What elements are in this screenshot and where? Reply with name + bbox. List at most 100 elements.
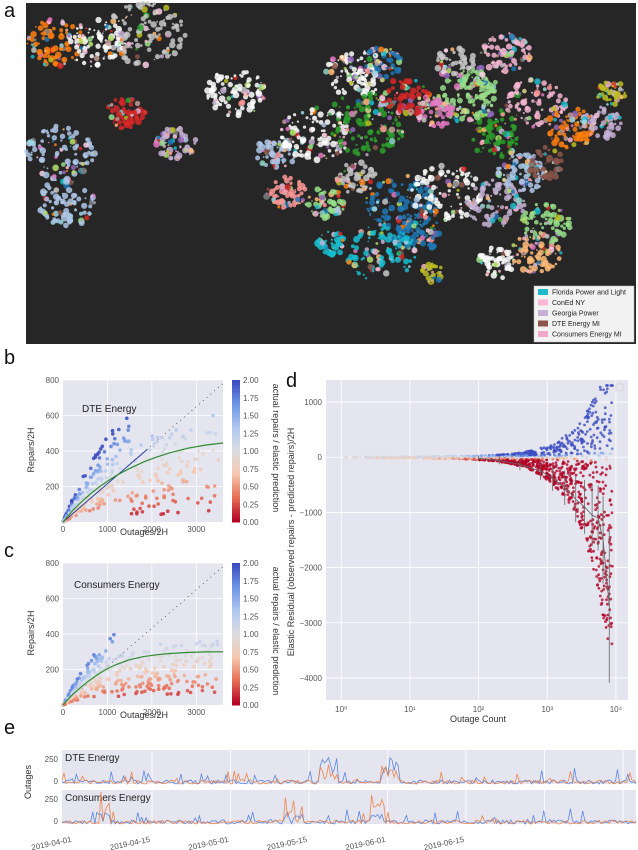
territory-patch <box>391 182 397 188</box>
territory-patch <box>293 143 300 150</box>
territory-patch <box>107 54 113 60</box>
residual-point <box>609 597 613 601</box>
territory-patch <box>158 33 161 36</box>
territory-patch <box>486 272 489 276</box>
territory-patch <box>542 261 548 268</box>
panel-label-a: a <box>4 0 16 22</box>
territory-patch <box>54 143 57 147</box>
territory-patch <box>464 195 471 201</box>
territory-patch <box>70 165 76 170</box>
territory-patch <box>279 135 284 140</box>
data-point <box>91 472 96 476</box>
data-point <box>194 659 199 664</box>
residual-point <box>542 467 546 470</box>
territory-patch <box>365 141 369 145</box>
territory-patch <box>615 111 619 116</box>
colorbar-segment <box>232 415 240 419</box>
territory-patch <box>247 102 252 108</box>
territory-patch <box>102 44 108 50</box>
residual-point <box>572 507 576 511</box>
territory-patch <box>486 204 491 209</box>
colorbar-segment <box>232 676 240 680</box>
territory-patch <box>37 55 42 61</box>
territory-patch <box>397 235 401 239</box>
data-point <box>72 496 77 500</box>
territory-patch <box>523 185 526 188</box>
colorbar-segment <box>232 389 240 393</box>
colorbar-segment <box>232 387 240 390</box>
colorbar-segment <box>232 565 240 569</box>
territory-patch <box>335 117 340 122</box>
territory-patch <box>522 88 527 94</box>
territory-patch <box>421 117 427 123</box>
colorbar-segment <box>232 429 240 433</box>
territory-patch <box>66 187 73 194</box>
territory-patch <box>164 126 170 132</box>
territory-patch <box>143 21 147 25</box>
territory-patch <box>565 216 569 221</box>
territory-patch <box>58 46 64 51</box>
territory-patch <box>239 99 246 106</box>
data-point <box>110 457 115 462</box>
territory-patch <box>416 232 419 235</box>
territory-patch <box>311 210 313 213</box>
colorbar-segment <box>232 693 240 697</box>
data-point <box>171 492 175 497</box>
territory-patch <box>352 186 356 189</box>
colorbar-segment <box>232 495 240 499</box>
territory-patch <box>91 200 94 202</box>
territory-patch <box>460 81 466 87</box>
territory-patch <box>330 140 337 148</box>
territory-patch <box>367 209 370 213</box>
territory-patch <box>356 148 359 150</box>
territory-patch <box>167 139 174 146</box>
data-point <box>125 416 129 421</box>
residual-point <box>605 598 608 602</box>
territory-patch <box>346 72 350 75</box>
territory-patch <box>544 152 546 154</box>
territory-patch <box>400 130 405 134</box>
colorbar-tick-label: 1.25 <box>243 612 259 621</box>
territory-patch <box>371 170 375 174</box>
territory-patch <box>308 138 315 145</box>
territory-patch <box>338 106 341 108</box>
data-point <box>156 678 160 682</box>
territory-patch <box>477 110 483 115</box>
territory-patch <box>523 51 527 54</box>
territory-patch <box>536 172 540 176</box>
territory-patch <box>513 62 518 66</box>
territory-patch <box>522 245 528 252</box>
territory-patch <box>550 211 557 218</box>
territory-patch <box>281 157 287 163</box>
territory-patch <box>218 95 226 102</box>
territory-patch <box>524 234 529 238</box>
territory-patch <box>46 131 50 135</box>
territory-patch <box>311 200 313 202</box>
data-point <box>158 659 163 663</box>
territory-patch <box>387 111 390 114</box>
data-point <box>84 674 88 679</box>
territory-patch <box>481 221 487 227</box>
territory-patch <box>328 250 335 257</box>
territory-patch <box>523 118 527 122</box>
territory-patch <box>395 225 402 232</box>
territory-patch <box>289 129 296 136</box>
territory-patch <box>506 183 511 189</box>
territory-patch <box>439 55 445 61</box>
territory-patch <box>539 163 541 166</box>
data-point <box>209 656 214 660</box>
territory-patch <box>474 218 478 221</box>
territory-patch <box>552 148 558 154</box>
territory-patch <box>154 34 159 39</box>
territory-patch <box>333 78 339 84</box>
territory-patch <box>396 67 402 72</box>
territory-patch <box>445 121 450 126</box>
territory-patch <box>254 82 260 88</box>
territory-patch <box>288 175 293 181</box>
territory-patch <box>521 58 524 62</box>
territory-patch <box>412 202 419 209</box>
data-point <box>110 483 114 487</box>
territory-patch <box>373 45 379 51</box>
territory-patch <box>135 42 141 49</box>
